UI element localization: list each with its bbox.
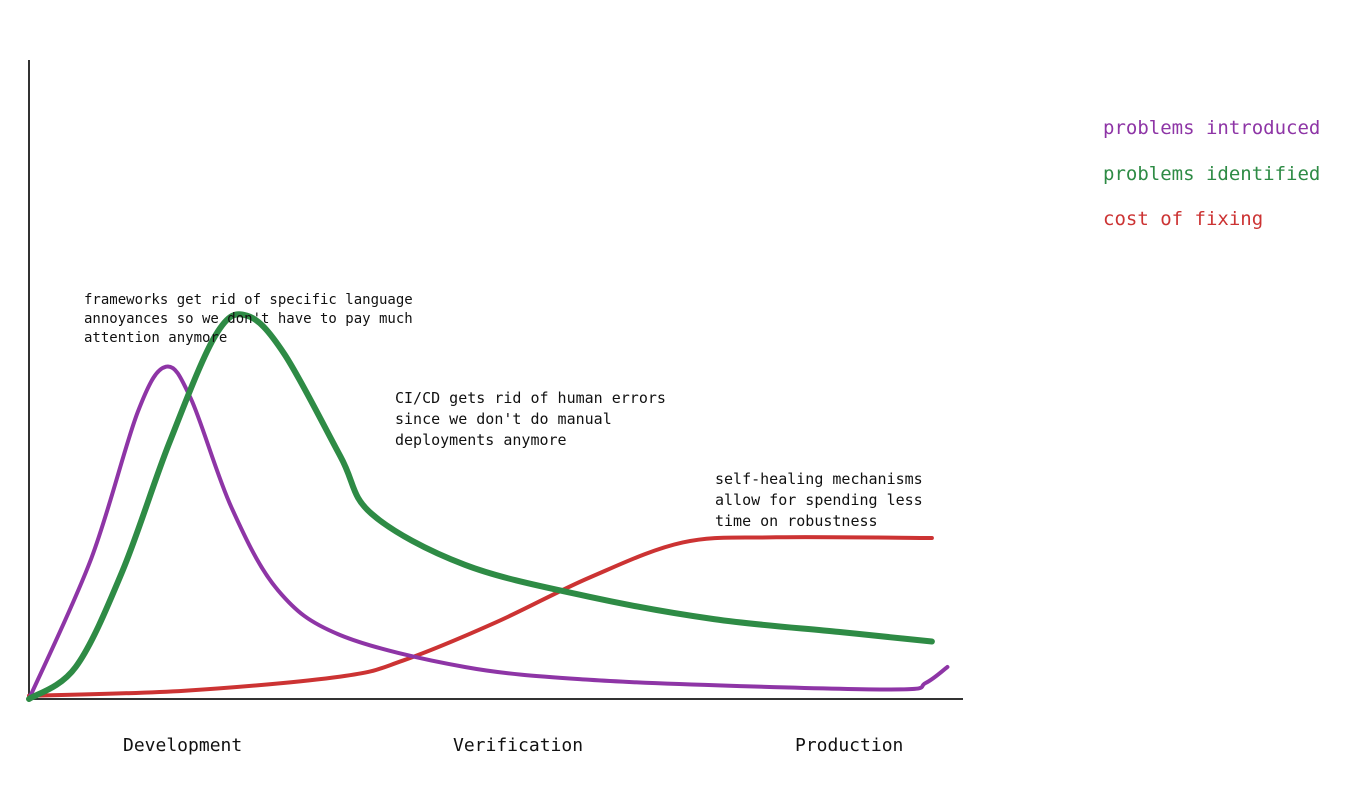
legend-item-cost-of-fixing: cost of fixing xyxy=(1103,208,1264,230)
annotation-cicd: CI/CD gets rid of human errors since we … xyxy=(395,389,666,449)
series-line-cost-of-fixing xyxy=(27,535,934,698)
series-layer xyxy=(26,311,950,702)
series-line-problems-identified xyxy=(26,311,935,702)
series-line-problems-introduced xyxy=(27,364,950,701)
legend-item-problems-introduced: problems introduced xyxy=(1103,117,1321,139)
x-tick-label-production: Production xyxy=(795,735,904,756)
legend: problems introduced problems identified … xyxy=(1103,106,1320,243)
annotation-frameworks: frameworks get rid of specific language … xyxy=(84,292,413,346)
annotation-self-healing: self-healing mechanisms allow for spendi… xyxy=(715,470,923,530)
x-tick-label-verification: Verification xyxy=(453,735,584,756)
x-tick-label-development: Development xyxy=(123,735,243,756)
legend-item-problems-identified: problems identified xyxy=(1103,162,1321,185)
